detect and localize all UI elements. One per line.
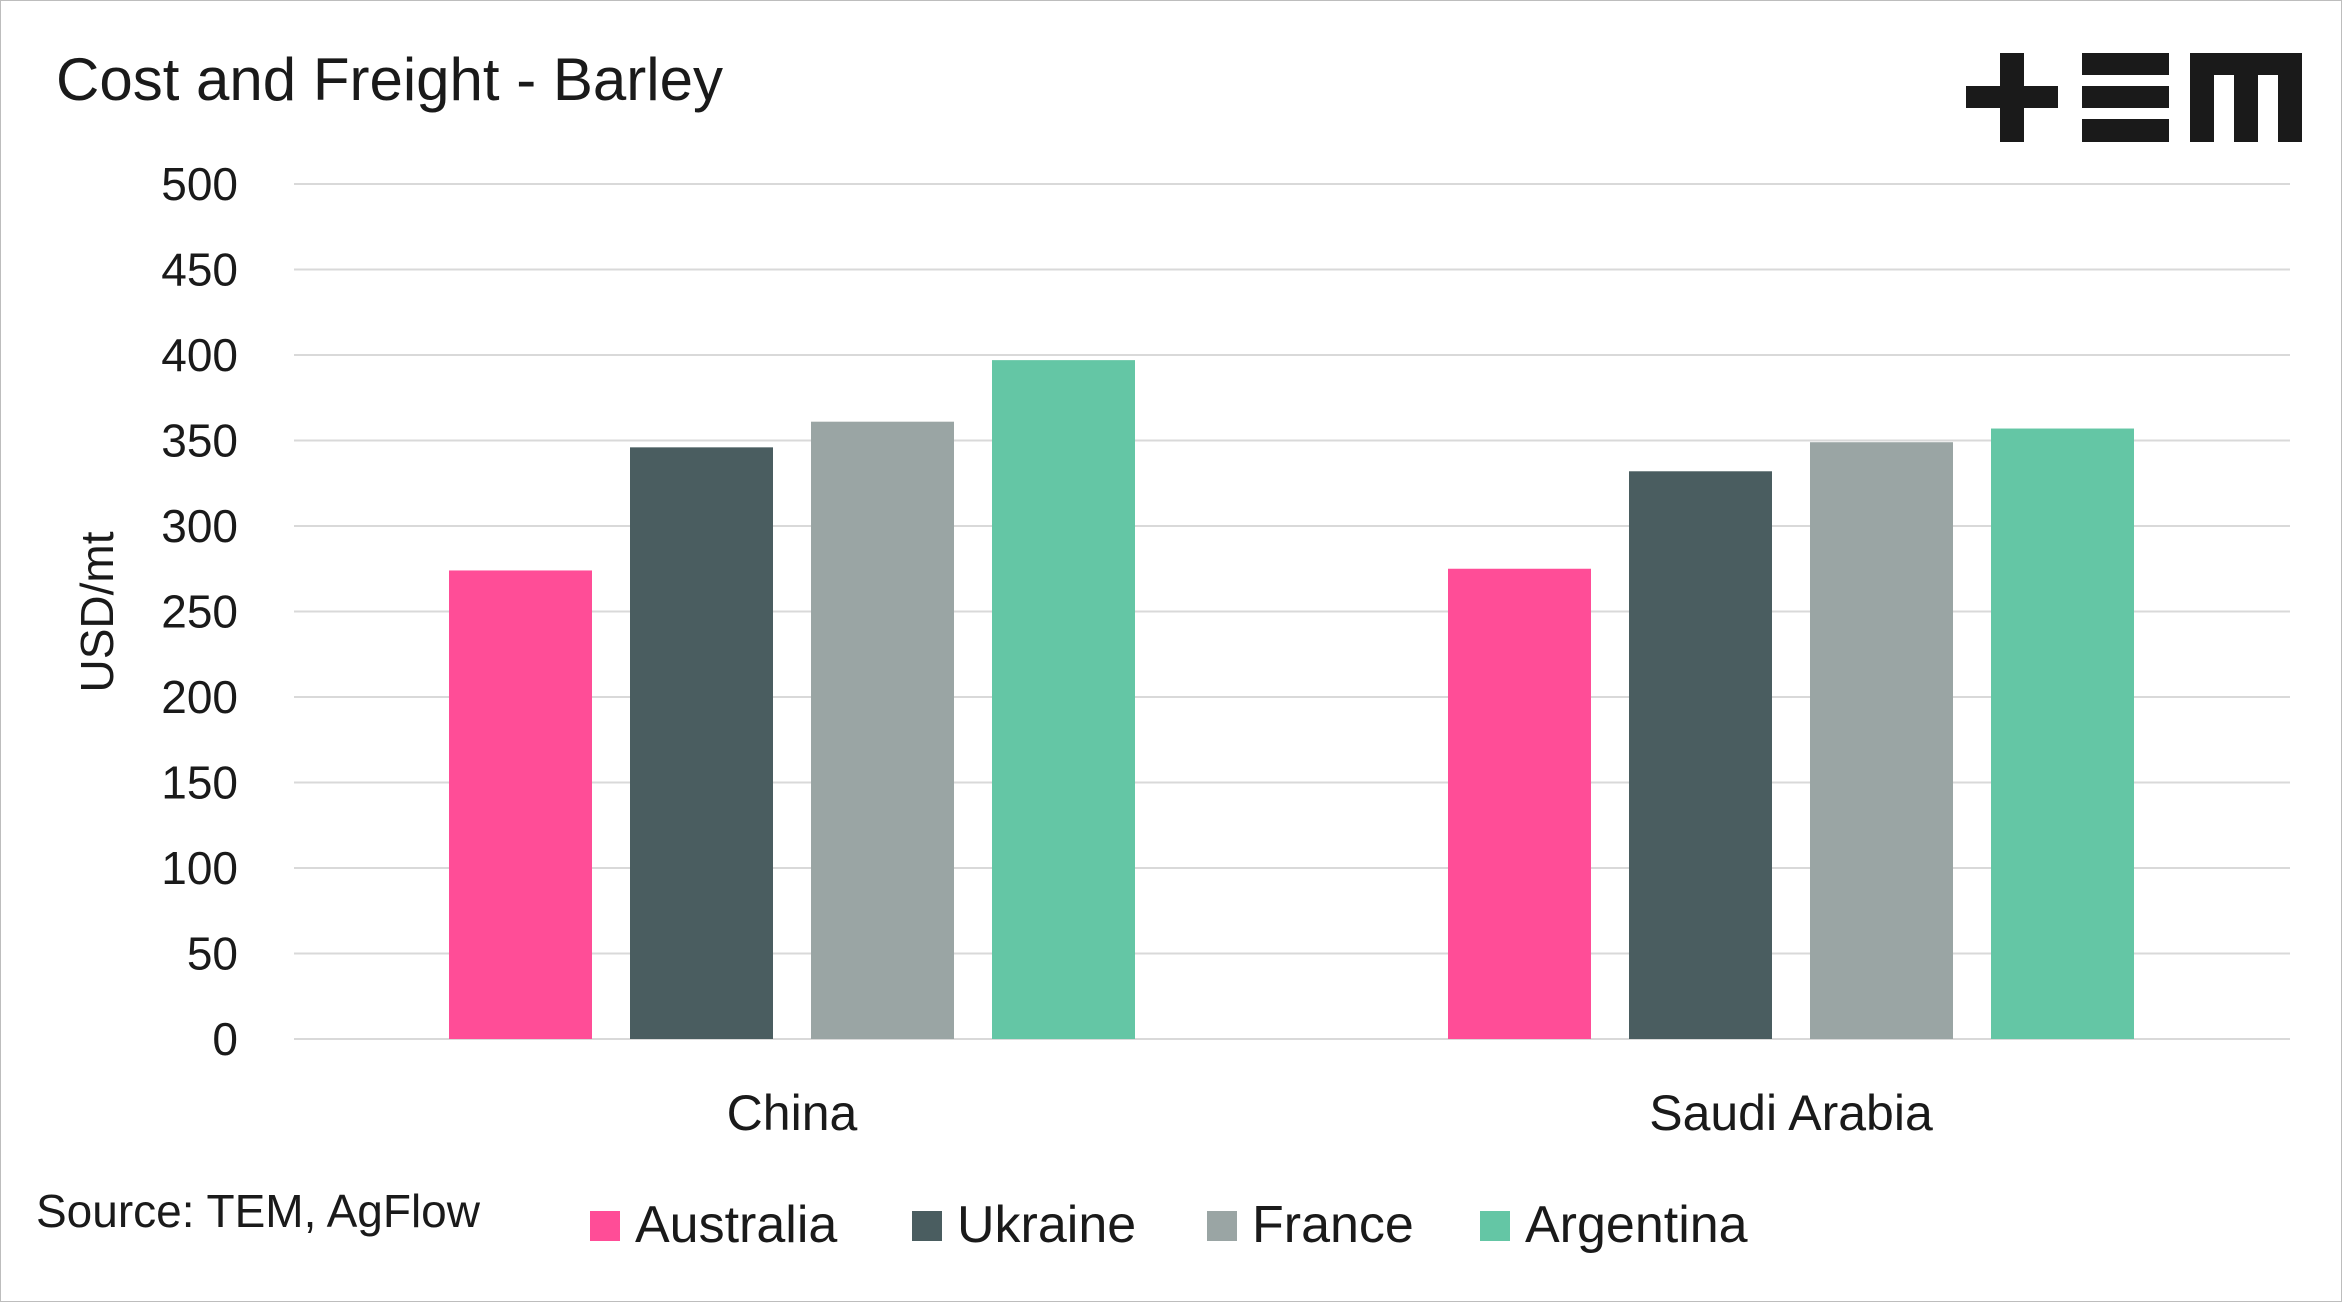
legend-swatch-ukraine xyxy=(912,1211,942,1241)
y-tick-label: 250 xyxy=(161,586,238,638)
tem-logo xyxy=(1966,53,2302,142)
gridlines xyxy=(294,183,2290,1040)
y-tick-label: 300 xyxy=(161,500,238,552)
bar-australia-china xyxy=(449,570,592,1039)
bar-france-saudi-arabia xyxy=(1810,442,1953,1040)
y-tick-label: 0 xyxy=(212,1013,238,1065)
legend-swatch-france xyxy=(1207,1211,1237,1241)
y-tick-label: 450 xyxy=(161,244,238,296)
x-category-label: China xyxy=(727,1085,858,1141)
y-tick-label: 50 xyxy=(187,928,238,980)
logo-plus-vertical xyxy=(2000,53,2024,142)
y-axis-label: USD/mt xyxy=(71,531,123,692)
bar-france-china xyxy=(811,421,954,1039)
legend-label-australia: Australia xyxy=(635,1196,837,1254)
y-tick-label: 500 xyxy=(161,158,238,210)
logo-m-right-leg xyxy=(2278,53,2302,142)
legend-swatch-australia xyxy=(590,1211,620,1241)
x-category-label: Saudi Arabia xyxy=(1649,1085,1933,1141)
chart-title: Cost and Freight - Barley xyxy=(56,46,723,113)
y-tick-label: 200 xyxy=(161,671,238,723)
x-axis-categories: China Saudi Arabia xyxy=(727,1085,1933,1141)
y-tick-label: 100 xyxy=(161,842,238,894)
y-axis-ticks: 0 50 100 150 200 250 300 350 400 450 500 xyxy=(161,158,238,1065)
bar-ukraine-saudi-arabia xyxy=(1629,471,1772,1039)
bar-argentina-china xyxy=(992,360,1135,1039)
y-tick-label: 400 xyxy=(161,329,238,381)
logo-e-middle xyxy=(2082,86,2169,108)
legend-label-ukraine: Ukraine xyxy=(957,1196,1136,1254)
bars xyxy=(449,360,2134,1040)
source-note: Source: TEM, AgFlow xyxy=(36,1185,481,1237)
bar-argentina-saudi-arabia xyxy=(1991,428,2134,1039)
logo-m-middle-leg xyxy=(2234,53,2258,142)
legend-label-france: France xyxy=(1252,1196,1414,1254)
logo-m-left-leg xyxy=(2190,53,2214,142)
bar-ukraine-china xyxy=(630,447,773,1040)
bar-australia-saudi-arabia xyxy=(1448,568,1591,1039)
legend: Australia Ukraine France Argentina xyxy=(590,1196,1748,1254)
y-tick-label: 150 xyxy=(161,757,238,809)
logo-e-bottom xyxy=(2082,119,2169,142)
legend-label-argentina: Argentina xyxy=(1525,1196,1748,1254)
logo-e-top xyxy=(2082,53,2169,75)
legend-swatch-argentina xyxy=(1480,1211,1510,1241)
y-tick-label: 350 xyxy=(161,415,238,467)
